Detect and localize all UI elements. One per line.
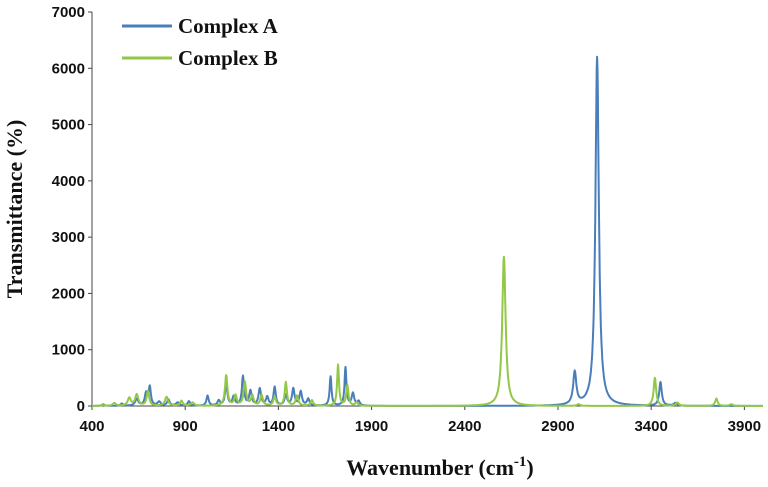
x-tick-label: 400 [79,418,104,435]
series-line-complex-a [91,55,764,407]
y-tick-label: 5000 [52,117,85,134]
y-tick-label: 0 [77,398,85,415]
x-axis-title: Wavenumber (cm-1) [346,454,533,480]
x-tick-label: 1900 [355,418,388,435]
x-tick-label: 3900 [728,418,761,435]
legend: Complex A Complex B [122,14,279,70]
series-line-complex-b [91,255,764,407]
y-axis-title: Transmittance (%) [2,120,27,299]
x-tick-label: 2400 [448,418,481,435]
x-tick-label: 3400 [634,418,667,435]
x-axis-ticks: 400 900 1400 1900 2400 2900 3400 3900 [79,406,761,435]
legend-label-complex-b: Complex B [178,46,278,70]
legend-label-complex-a: Complex A [178,14,279,38]
series-layer [91,55,764,407]
x-tick-label: 1400 [262,418,295,435]
y-tick-label: 4000 [52,173,85,190]
y-axis-ticks: 0 1000 2000 3000 4000 5000 6000 7000 [52,4,92,415]
y-tick-label: 3000 [52,229,85,246]
y-tick-label: 1000 [52,342,85,359]
y-tick-label: 6000 [52,60,85,77]
x-tick-label: 900 [173,418,198,435]
y-tick-label: 7000 [52,4,85,21]
y-tick-label: 2000 [52,285,85,302]
x-tick-label: 2900 [541,418,574,435]
